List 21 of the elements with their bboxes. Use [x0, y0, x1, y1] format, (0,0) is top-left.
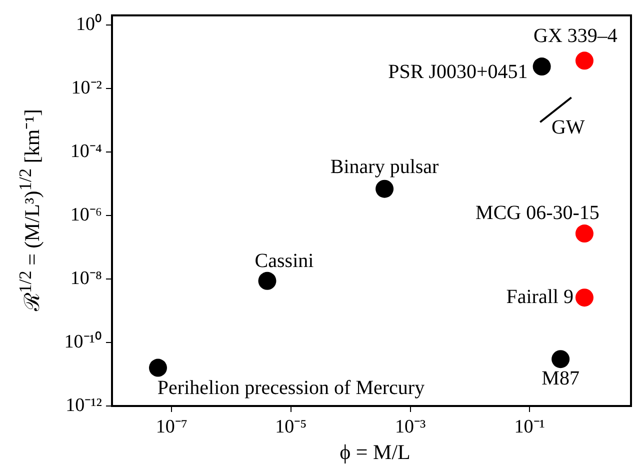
annotation: PSR J0030+0451 [388, 60, 528, 83]
annotation: M87 [542, 367, 580, 390]
annotation: Fairall 9 [506, 286, 574, 308]
x-tick-label: 10⁻⁵ [275, 416, 307, 438]
annotation: GW [551, 116, 585, 138]
x-axis-title: ϕ = M/L [338, 440, 412, 465]
y-tick-label: 10⁻⁶ [70, 204, 102, 226]
x-tick-label: 10⁻³ [394, 416, 426, 438]
x-tick-label: 10⁻¹ [514, 416, 546, 438]
annotation: MCG 06-30-15 [476, 202, 600, 224]
y-tick-label: 10⁻¹⁰ [64, 330, 102, 352]
y-tick-label: 10⁰ [76, 12, 102, 35]
y-tick-label: 10⁻² [71, 77, 102, 98]
x-tick-label: 10⁻⁷ [156, 416, 188, 438]
y-tick-label: 10⁻¹² [66, 394, 102, 416]
annotation: GX 339–4 [534, 24, 618, 47]
annotation: Cassini [254, 250, 314, 272]
annotation: Perihelion precession of Mercury [157, 377, 425, 400]
annotation: Binary pulsar [330, 156, 440, 178]
y-tick-label: 10⁻⁴ [70, 140, 102, 162]
y-tick-label: 10⁻⁸ [70, 268, 102, 289]
